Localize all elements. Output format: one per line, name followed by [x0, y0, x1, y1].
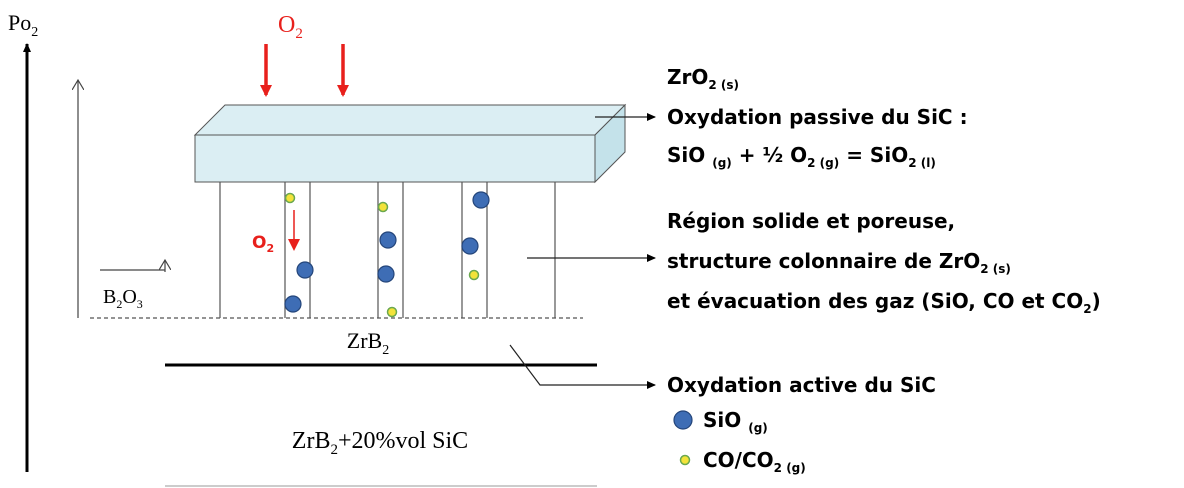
text-segment: Po	[8, 10, 31, 35]
subscript: 2 (s)	[708, 78, 739, 92]
subscript: 2	[382, 343, 389, 358]
text-segment: )	[1092, 289, 1101, 313]
legend-co-marker	[679, 454, 691, 466]
axis-label: Po2	[8, 10, 38, 40]
text-segment: CO/CO	[703, 448, 774, 472]
text-segment: O	[278, 12, 295, 38]
b2o3-label: B2O3	[103, 286, 143, 311]
subscript: 2 (s)	[980, 262, 1011, 276]
annotation-line: Oxydation passive du SiC :	[667, 105, 968, 129]
text-segment: ZrB	[292, 428, 331, 454]
text-segment: Oxydation active du SiC	[667, 373, 936, 397]
annotation-line: et évacuation des gaz (SiO, CO et CO2)	[667, 289, 1101, 316]
composition-label: ZrB2+20%vol SiC	[292, 428, 468, 458]
annotation-line: SiO (g) + ½ O2 (g) = SiO2 (l)	[667, 143, 936, 170]
subscript: 2	[330, 442, 338, 458]
text-segment: structure colonnaire de ZrO	[667, 249, 980, 273]
inner-oxygen-label: O2	[252, 233, 274, 255]
co-bubbles	[284, 192, 480, 318]
annotation-line: Oxydation active du SiC	[667, 373, 936, 397]
text-segment: ZrB	[347, 328, 382, 353]
text-segment: O	[122, 286, 136, 308]
annotation-line: Région solide et poreuse,	[667, 209, 955, 233]
zro2-layer-top	[193, 104, 627, 136]
text-segment: = SiO	[839, 143, 908, 167]
subscript: 2 (l)	[908, 156, 936, 170]
text-segment: SiO	[703, 408, 748, 432]
subscript: 3	[137, 297, 143, 311]
substrate-label: ZrB2	[347, 328, 389, 358]
text-segment: ZrO	[667, 65, 708, 89]
subscript: 2	[266, 242, 274, 255]
subscript: 2	[31, 25, 38, 40]
subscript: 2 (g)	[774, 461, 806, 475]
subscript: (g)	[748, 421, 768, 435]
text-segment: Oxydation passive du SiC :	[667, 105, 968, 129]
text-segment: Région solide et poreuse,	[667, 209, 955, 233]
legend-label: CO/CO2 (g)	[703, 448, 806, 475]
annotation-line: ZrO2 (s)	[667, 65, 739, 92]
text-segment: et évacuation des gaz (SiO, CO et CO	[667, 289, 1083, 313]
subscript: 2	[295, 26, 303, 42]
text-segment: B	[103, 286, 116, 308]
subscript: 2 (g)	[807, 156, 839, 170]
zro2-layer	[194, 134, 596, 183]
subscript: (g)	[712, 156, 732, 170]
oxygen-label: O2	[278, 12, 303, 42]
text-segment: + ½ O	[732, 143, 807, 167]
legend-sio-marker	[673, 410, 693, 430]
subscript: 2	[116, 297, 122, 311]
annotation-line: structure colonnaire de ZrO2 (s)	[667, 249, 1011, 276]
subscript: 2	[1083, 302, 1091, 316]
text-segment: +20%vol SiC	[338, 428, 468, 454]
sio-bubbles	[284, 191, 490, 313]
pointer-arrow	[509, 344, 656, 389]
columns	[219, 182, 556, 318]
text-segment: SiO	[667, 143, 712, 167]
legend-label: SiO (g)	[703, 408, 768, 435]
text-segment: O	[252, 233, 266, 253]
